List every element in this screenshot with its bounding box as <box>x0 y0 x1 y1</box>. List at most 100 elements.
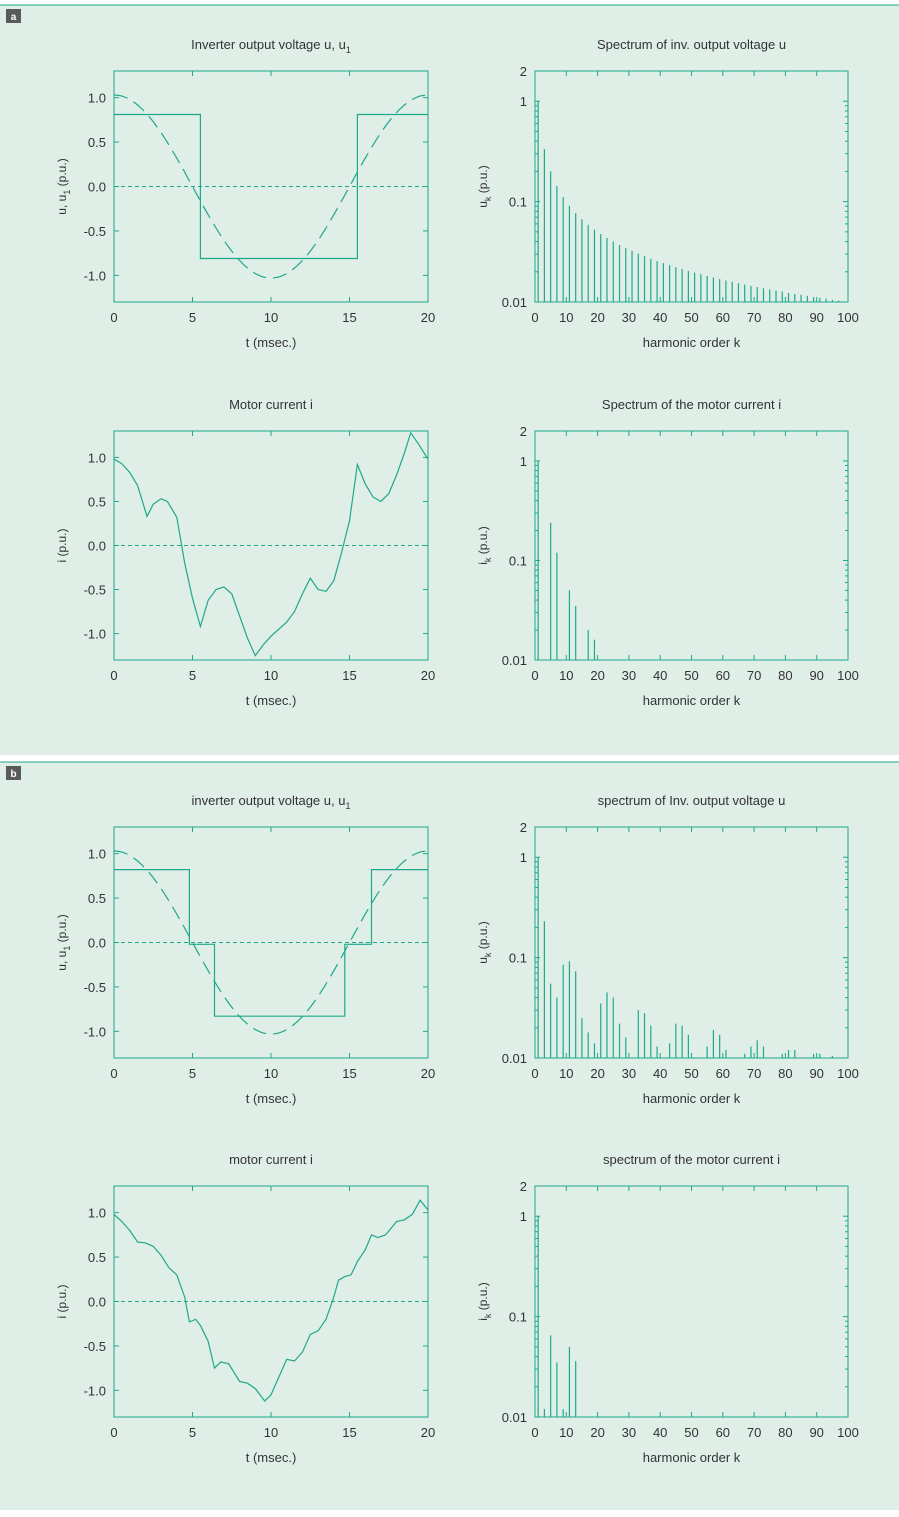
chart-b-5: spectrum of Inv. output voltage u 0 10 20 30… <box>476 793 859 1106</box>
chart-title-subscript: 1 <box>346 45 351 55</box>
y-tick-label: 0.0 <box>88 1295 106 1310</box>
chart-title: Spectrum of inv. output voltage u <box>597 37 786 52</box>
y-axis-label-subscript: k <box>483 196 493 201</box>
y-axis-label-unit: (p.u.) <box>55 914 69 945</box>
y-tick-label: 2 <box>520 820 527 835</box>
y-axis-label: u, u1 (p.u.) <box>55 914 72 970</box>
x-tick-label: 50 <box>684 668 698 683</box>
y-axis-label: i (p.u.) <box>55 528 69 562</box>
chart-b-7: spectrum of the motor current i 0 10 20 30 40… <box>476 1152 859 1465</box>
y-tick-label: -0.5 <box>84 1339 106 1354</box>
x-tick-label: 40 <box>653 1066 667 1081</box>
x-tick-label: 15 <box>342 1066 356 1081</box>
y-tick-label: 0.01 <box>502 1410 527 1425</box>
x-tick-label: 10 <box>264 310 278 325</box>
y-axis-label-text: u <box>476 201 490 208</box>
x-tick-label: 15 <box>342 1425 356 1440</box>
x-tick-label: 60 <box>716 668 730 683</box>
chart-b-6: motor current i 0 5 10 15 20 1.0 0.5 0.0 -0.5 -1.0… <box>55 1152 435 1465</box>
x-tick-label: 0 <box>110 668 117 683</box>
x-tick-label: 100 <box>837 1425 859 1440</box>
y-tick-label: 1.0 <box>88 1206 106 1221</box>
panel-tag-box <box>6 9 21 23</box>
chart-title-text: motor current i <box>229 1152 313 1167</box>
x-tick-label: 20 <box>421 1425 435 1440</box>
x-tick-label: 10 <box>559 310 573 325</box>
x-tick-label: 0 <box>531 1066 538 1081</box>
chart-title-text: spectrum of the motor current i <box>603 1152 780 1167</box>
x-tick-label: 10 <box>559 1425 573 1440</box>
x-tick-label: 60 <box>716 1425 730 1440</box>
y-axis-label-unit: (p.u.) <box>476 165 490 196</box>
y-axis-label: uk (p.u.) <box>476 921 493 964</box>
x-tick-label: 10 <box>264 668 278 683</box>
y-tick-label: 0.1 <box>509 553 527 568</box>
x-tick-label: 50 <box>684 1425 698 1440</box>
y-axis-label-unit: (p.u.) <box>476 921 490 952</box>
y-axis-label-subscript: k <box>483 1313 493 1318</box>
y-axis-label-text: i <box>476 562 490 565</box>
y-axis-label-unit: (p.u.) <box>476 1282 490 1313</box>
waveform-series-line <box>113 431 429 657</box>
waveform-series-line <box>113 1199 429 1402</box>
chart-title: inverter output voltage u, u1 <box>192 793 351 811</box>
chart-a-1: Spectrum of inv. output voltage u 0 10 20 30… <box>476 37 859 350</box>
x-tick-label: 40 <box>653 1425 667 1440</box>
chart-a-3: Spectrum of the motor current i 0 10 20 30 40… <box>476 397 859 708</box>
x-tick-label: 0 <box>531 310 538 325</box>
x-tick-label: 60 <box>716 1066 730 1081</box>
x-tick-label: 5 <box>189 668 196 683</box>
y-axis-label: i (p.u.) <box>55 1284 69 1318</box>
chart-title-text: Spectrum of the motor current i <box>602 397 781 412</box>
y-tick-label: 1 <box>520 454 527 469</box>
x-tick-label: 30 <box>622 1425 636 1440</box>
y-tick-label: 0.0 <box>88 180 106 195</box>
chart-title: Inverter output voltage u, u1 <box>191 37 351 55</box>
y-tick-label: 2 <box>520 424 527 439</box>
y-tick-label: 0.01 <box>502 653 527 668</box>
y-axis-label-text: i (p.u.) <box>55 528 69 562</box>
y-axis-label-text: i <box>476 1318 490 1321</box>
y-axis-label: ik (p.u.) <box>476 526 493 565</box>
x-axis-label: harmonic order k <box>643 335 741 350</box>
x-tick-label: 100 <box>837 668 859 683</box>
y-axis-label-subscript: 1 <box>62 946 72 951</box>
chart-a-2: Motor current i 0 5 10 15 20 1.0 0.5 0.0 -0.5 -1.0… <box>55 397 435 708</box>
y-axis-label-subscript: k <box>483 557 493 562</box>
y-tick-label: -0.5 <box>84 583 106 598</box>
x-tick-label: 90 <box>809 1425 823 1440</box>
waveform-series-line <box>114 869 428 1017</box>
chart-title: Motor current i <box>229 397 313 412</box>
y-tick-label: -1.0 <box>84 627 106 642</box>
x-axis-label: t (msec.) <box>246 335 297 350</box>
x-tick-label: 70 <box>747 1066 761 1081</box>
chart-title: Spectrum of the motor current i <box>602 397 781 412</box>
chart-title: spectrum of the motor current i <box>603 1152 780 1167</box>
x-tick-label: 30 <box>622 310 636 325</box>
chart-b-4: inverter output voltage u, u10 5 10 15 201.0… <box>55 793 435 1106</box>
chart-title-text: Spectrum of inv. output voltage u <box>597 37 786 52</box>
panel-tag-box <box>6 766 21 780</box>
chart-a-0: Inverter output voltage u, u10 5 10 15 201.0… <box>55 37 435 350</box>
panel-background <box>0 762 899 1510</box>
y-axis-label-unit: (p.u.) <box>476 526 490 557</box>
y-axis-label-subscript: 1 <box>62 190 72 195</box>
y-tick-label: -1.0 <box>84 1383 106 1398</box>
fundamental-series-line <box>113 850 429 1035</box>
y-axis-label-subscript: k <box>483 952 493 957</box>
x-tick-label: 15 <box>342 310 356 325</box>
x-tick-label: 20 <box>421 668 435 683</box>
x-tick-label: 5 <box>189 1425 196 1440</box>
y-tick-label: 0.01 <box>502 295 527 310</box>
y-axis-label: ik (p.u.) <box>476 1282 493 1321</box>
x-tick-label: 50 <box>684 310 698 325</box>
y-tick-label: 1.0 <box>88 91 106 106</box>
x-tick-label: 20 <box>590 1066 604 1081</box>
panel-tag: b <box>10 769 16 780</box>
y-tick-label: 0.1 <box>509 1310 527 1325</box>
x-tick-label: 10 <box>559 668 573 683</box>
fundamental-series-line <box>113 94 429 279</box>
y-tick-label: 0.5 <box>88 494 106 509</box>
x-tick-label: 10 <box>559 1066 573 1081</box>
y-tick-label: 0.5 <box>88 1250 106 1265</box>
